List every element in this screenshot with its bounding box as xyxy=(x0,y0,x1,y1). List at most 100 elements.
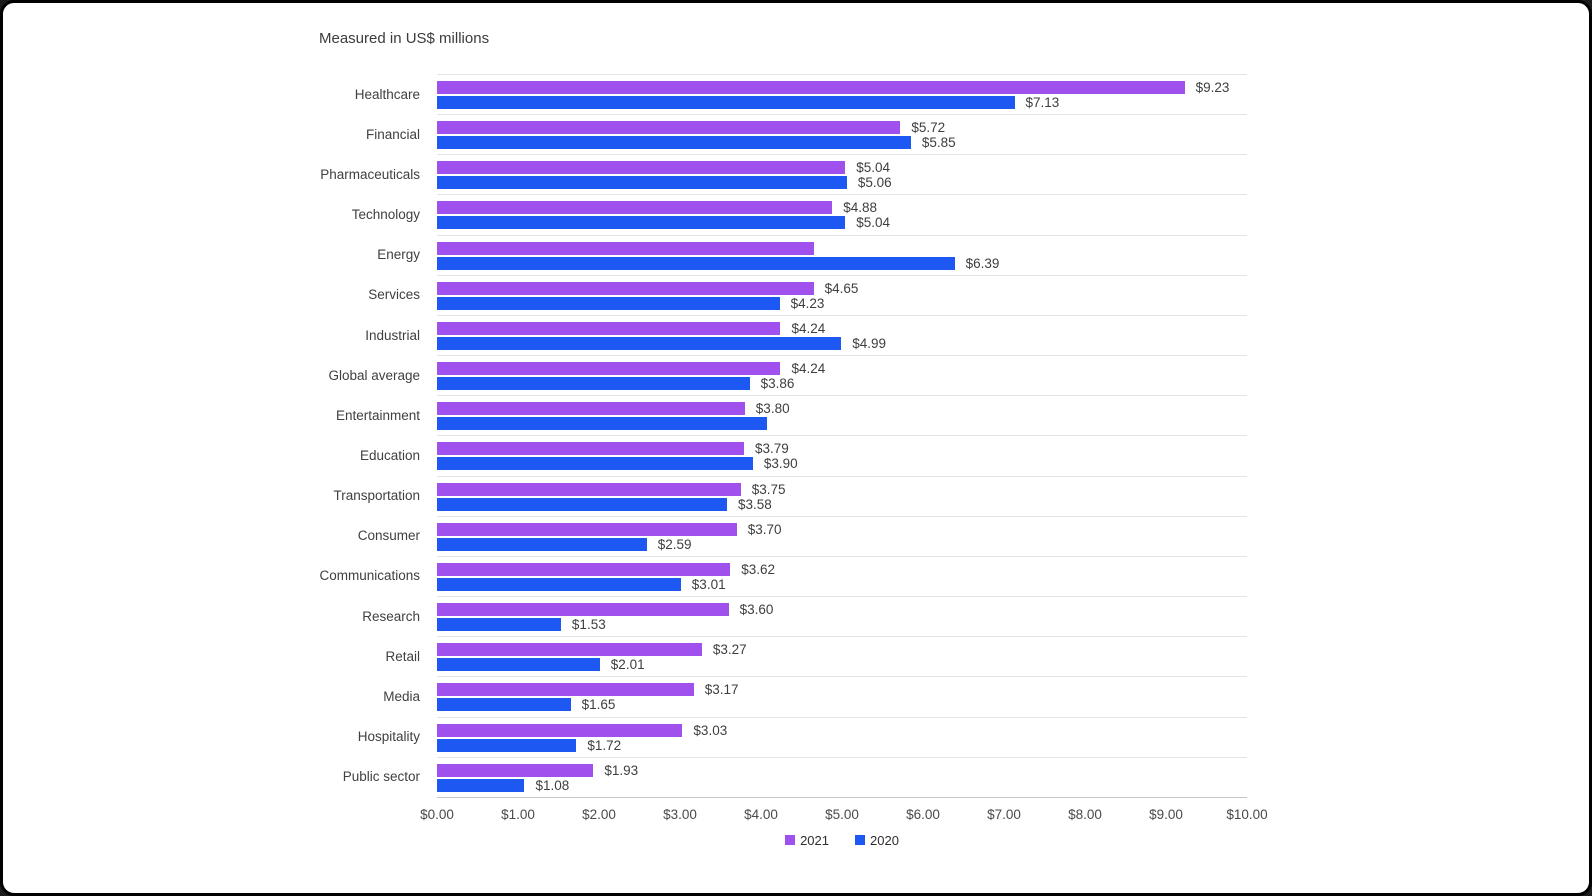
bar-2021 xyxy=(437,362,781,376)
value-label-2020: $5.85 xyxy=(921,135,956,151)
x-tick-label: $8.00 xyxy=(1068,806,1102,822)
barline-2020: $5.04 xyxy=(437,215,1247,231)
chart-row: Pharmaceuticals $5.04 $5.06 xyxy=(319,154,1247,194)
chart-row: Services $4.65 $4.23 xyxy=(319,274,1247,315)
bar-2020 xyxy=(437,577,681,591)
category-label: Public sector xyxy=(342,769,420,785)
bar-2020 xyxy=(437,698,571,712)
bar-2021 xyxy=(437,81,1185,94)
barline-2020: $1.65 xyxy=(437,698,1247,712)
barline-2021: $3.03 xyxy=(437,723,1247,737)
bar-2021 xyxy=(437,121,901,135)
bar-2020 xyxy=(437,497,727,511)
bar-2021 xyxy=(437,281,814,295)
value-label-2020: $4.99 xyxy=(852,335,886,351)
bar-2021 xyxy=(437,763,594,777)
legend-item-2021: 2021 xyxy=(785,833,829,848)
bar-2021 xyxy=(437,603,729,617)
value-label-2020: $3.01 xyxy=(691,576,726,592)
row-bars: $4.65 $4.23 xyxy=(437,274,1247,315)
category-label: Pharmaceuticals xyxy=(320,166,420,182)
x-tick-label: $6.00 xyxy=(906,806,940,822)
chart-row: Energy $6.39 xyxy=(319,234,1247,275)
bar-2020 xyxy=(437,618,561,632)
row-bars: $3.70 $2.59 xyxy=(437,515,1247,556)
category-label: Retail xyxy=(385,648,420,664)
row-bars: $1.93 $1.08 xyxy=(437,756,1247,797)
value-label-2021: $3.60 xyxy=(739,602,774,618)
bar-2020 xyxy=(437,256,955,270)
bar-2021 xyxy=(437,241,814,255)
chart-row: Retail $3.27 $2.01 xyxy=(319,636,1247,676)
legend: 2021 2020 xyxy=(437,833,1247,848)
barline-2020: $7.13 xyxy=(437,96,1247,109)
value-label-2021: $4.88 xyxy=(843,200,878,216)
barline-2020: $4.23 xyxy=(437,297,1247,310)
value-label-2021: $9.23 xyxy=(1195,80,1230,95)
row-bars: $3.79 $3.90 xyxy=(437,435,1247,475)
value-label-2020: $7.13 xyxy=(1025,95,1060,110)
row-bars: $3.75 $3.58 xyxy=(437,475,1247,516)
category-label: Healthcare xyxy=(354,86,420,102)
x-axis: $0.00 $1.00 $2.00 $3.00 $4.00 $5.00 $6.00 $7.00… xyxy=(420,796,1268,829)
row-bars: $3.27 $2.01 xyxy=(437,636,1247,676)
chart-row: Industrial $4.24 $4.99 xyxy=(319,314,1247,355)
value-label-2020: $2.01 xyxy=(610,657,645,673)
row-bars: $9.23 $7.13 xyxy=(437,74,1247,114)
barline-2021: $9.23 xyxy=(437,81,1247,94)
x-tick-label: $7.00 xyxy=(987,806,1021,822)
category-label: Communications xyxy=(319,568,420,584)
barline-2020: $5.06 xyxy=(437,176,1247,190)
bar-2021 xyxy=(437,442,744,456)
barline-2021: $4.88 xyxy=(437,200,1247,216)
value-label-2020: $1.08 xyxy=(535,777,570,793)
value-label-2020: $5.04 xyxy=(856,215,891,231)
barline-2020: $3.01 xyxy=(437,578,1247,591)
bar-2020 xyxy=(437,778,525,792)
value-label-2020: $2.59 xyxy=(657,536,692,552)
bar-2021 xyxy=(437,562,731,576)
bar-2021 xyxy=(437,522,737,536)
barline-2021: $4.24 xyxy=(437,362,1247,375)
barline-2020: $5.85 xyxy=(437,136,1247,149)
bar-2020 xyxy=(437,96,1015,109)
value-label-2021: $3.17 xyxy=(704,682,739,698)
bar-2020 xyxy=(437,417,768,431)
value-label-2020: $3.86 xyxy=(760,376,795,392)
row-bars: $6.39 xyxy=(437,234,1247,275)
category-label: Technology xyxy=(351,207,420,223)
value-label-2021: $3.27 xyxy=(712,642,747,658)
value-label-2020: $6.39 xyxy=(965,255,1000,271)
value-label-2021: $3.62 xyxy=(741,561,776,577)
category-label: Entertainment xyxy=(335,407,420,423)
chart-row: Technology $4.88 $5.04 xyxy=(319,194,1247,234)
x-tick-label: $5.00 xyxy=(825,806,859,822)
bar-2020 xyxy=(437,336,842,350)
barline-2021: $5.72 xyxy=(437,121,1247,134)
legend-swatch-icon xyxy=(855,835,865,846)
barline-2020: $3.58 xyxy=(437,497,1247,511)
bar-2020 xyxy=(437,537,647,551)
chart-row: Public sector $1.93 $1.08 xyxy=(319,756,1247,797)
barline-2020 xyxy=(437,417,1247,431)
bar-2020 xyxy=(437,377,750,391)
barline-2021: $3.27 xyxy=(437,643,1247,656)
value-label-2021: $4.65 xyxy=(824,280,859,296)
barline-2021: $3.17 xyxy=(437,682,1247,698)
bar-2021 xyxy=(437,683,694,697)
category-label: Global average xyxy=(328,367,420,383)
barline-2021: $1.93 xyxy=(437,763,1247,777)
barline-2021: $3.79 xyxy=(437,442,1247,456)
row-bars: $3.60 $1.53 xyxy=(437,596,1247,636)
category-label: Media xyxy=(383,688,420,704)
legend-item-2020: 2020 xyxy=(855,833,899,848)
chart-row: Transportation $3.75 $3.58 xyxy=(319,475,1247,516)
chart-title: Measured in US$ millions xyxy=(319,30,490,47)
category-label: Industrial xyxy=(365,327,420,343)
chart-row: Global average $4.24 $3.86 xyxy=(319,355,1247,395)
row-bars: $5.72 $5.85 xyxy=(437,114,1247,154)
barline-2020: $6.39 xyxy=(437,255,1247,271)
category-label: Education xyxy=(359,447,420,463)
value-label-2021: $3.75 xyxy=(751,481,786,497)
row-bars: $3.03 $1.72 xyxy=(437,716,1247,757)
